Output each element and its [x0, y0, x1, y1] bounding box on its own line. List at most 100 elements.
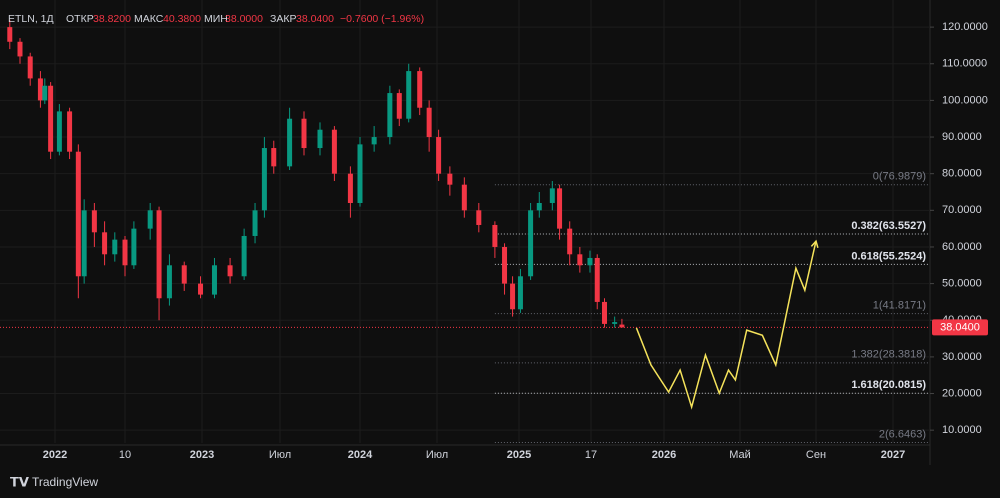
y-tick-label: 30.0000	[942, 351, 982, 363]
candle-body	[91, 210, 97, 233]
candle-body	[387, 93, 393, 138]
fib-label: 0(76.9879)	[873, 171, 926, 183]
candle-body	[227, 265, 233, 277]
candle-body	[549, 188, 555, 203]
candle-body	[371, 137, 377, 145]
logo-mark: 𝗧𝗩	[10, 474, 29, 489]
candle-body	[594, 257, 600, 302]
candle-body	[406, 71, 412, 119]
x-tick-label: 2022	[43, 449, 67, 461]
x-tick-label: 2024	[348, 449, 373, 461]
y-tick-label: 20.0000	[942, 387, 982, 399]
x-tick-label: 2023	[190, 449, 214, 461]
x-tick-label: 10	[119, 449, 131, 461]
candle-body	[557, 188, 563, 229]
y-tick-label: 90.0000	[942, 131, 982, 143]
candle-body	[42, 85, 48, 101]
x-tick-label: Июл	[426, 449, 448, 461]
candle-body	[287, 118, 293, 167]
y-tick-label: 80.0000	[942, 168, 982, 180]
x-tick-label: 2026	[652, 449, 676, 461]
candle-body	[417, 71, 423, 108]
candle-body	[567, 228, 573, 255]
x-tick-label: Май	[729, 449, 751, 461]
low-value: 38.0000	[225, 13, 263, 25]
candle-body	[67, 111, 73, 152]
candle-body	[619, 324, 625, 328]
projection-line	[635, 240, 817, 410]
low-label: МИН	[204, 13, 228, 25]
fib-label: 0.382(63.5527)	[851, 220, 926, 232]
candle-body	[48, 85, 54, 152]
candle-body	[112, 239, 118, 255]
fib-label: 1.382(28.3818)	[851, 349, 926, 361]
logo[interactable]: 𝗧𝗩 TradingView	[10, 474, 98, 489]
candle-body	[492, 224, 498, 247]
candle-body	[156, 210, 162, 299]
candle-body	[536, 202, 542, 211]
candle-body	[122, 239, 128, 266]
candle-body	[517, 276, 523, 310]
candle-body	[301, 118, 307, 149]
candle-body	[612, 322, 618, 324]
candle-body	[528, 210, 534, 277]
header: ETLN, 1Д ОТКР 38.8200 МАКС 40.3800 МИН 3…	[8, 13, 424, 25]
candle-body	[241, 235, 247, 277]
x-tick-label: 17	[585, 449, 597, 461]
candle-body	[198, 283, 204, 295]
candle-body	[271, 148, 277, 167]
candle-body	[81, 210, 87, 277]
candle-body	[56, 111, 62, 152]
open-label: ОТКР	[66, 13, 94, 25]
candle-body	[461, 184, 467, 211]
y-tick-label: 60.0000	[942, 241, 982, 253]
candle-body	[357, 144, 363, 203]
candle-body	[396, 93, 402, 119]
candle-body	[601, 301, 607, 324]
candle-body	[75, 151, 81, 277]
candle-body	[317, 129, 323, 149]
candle-body	[577, 254, 583, 266]
candle-body	[447, 173, 453, 185]
candle-body	[181, 265, 187, 284]
x-tick-label: Июл	[269, 449, 291, 461]
fib-label: 1.618(20.0815)	[851, 379, 926, 391]
x-tick-label: Сен	[806, 449, 826, 461]
close-label: ЗАКР	[270, 13, 296, 25]
candle-body	[587, 257, 593, 266]
candle-body	[102, 232, 108, 255]
y-tick-label: 10.0000	[942, 424, 982, 436]
candle-body	[166, 265, 172, 299]
candle-body	[252, 210, 258, 236]
close-value: 38.0400	[296, 13, 334, 25]
fib-label: 2(6.6463)	[879, 428, 926, 440]
candle-body	[37, 78, 43, 101]
last-price-label: 38.0400	[940, 321, 980, 333]
symbol: ETLN, 1Д	[8, 13, 54, 25]
candle-body	[476, 210, 482, 225]
candle-body	[211, 265, 217, 295]
projection-arrowhead	[810, 239, 819, 249]
high-value: 40.3800	[163, 13, 201, 25]
fib-label: 1(41.8171)	[873, 299, 926, 311]
candle-body	[331, 129, 337, 174]
candle-body	[131, 228, 137, 266]
candle-body	[347, 173, 353, 203]
candle-body	[502, 246, 508, 284]
brand[interactable]: TradingView	[32, 475, 98, 489]
y-tick-label: 110.0000	[942, 58, 987, 70]
candle-body	[436, 137, 442, 174]
candle-body	[147, 210, 153, 229]
y-tick-label: 70.0000	[942, 204, 982, 216]
candle-body	[17, 41, 23, 57]
y-tick-label: 120.0000	[942, 21, 988, 33]
candle-body	[261, 148, 267, 211]
fib-label: 0.618(55.2524)	[851, 250, 926, 262]
candle-body	[7, 27, 13, 42]
high-label: МАКС	[134, 13, 164, 25]
y-tick-label: 50.0000	[942, 278, 982, 290]
footer	[0, 466, 1000, 498]
plot-area: 0(76.9879) 0.382(63.5527) 0.618(55.2524) 1(…	[0, 0, 930, 443]
